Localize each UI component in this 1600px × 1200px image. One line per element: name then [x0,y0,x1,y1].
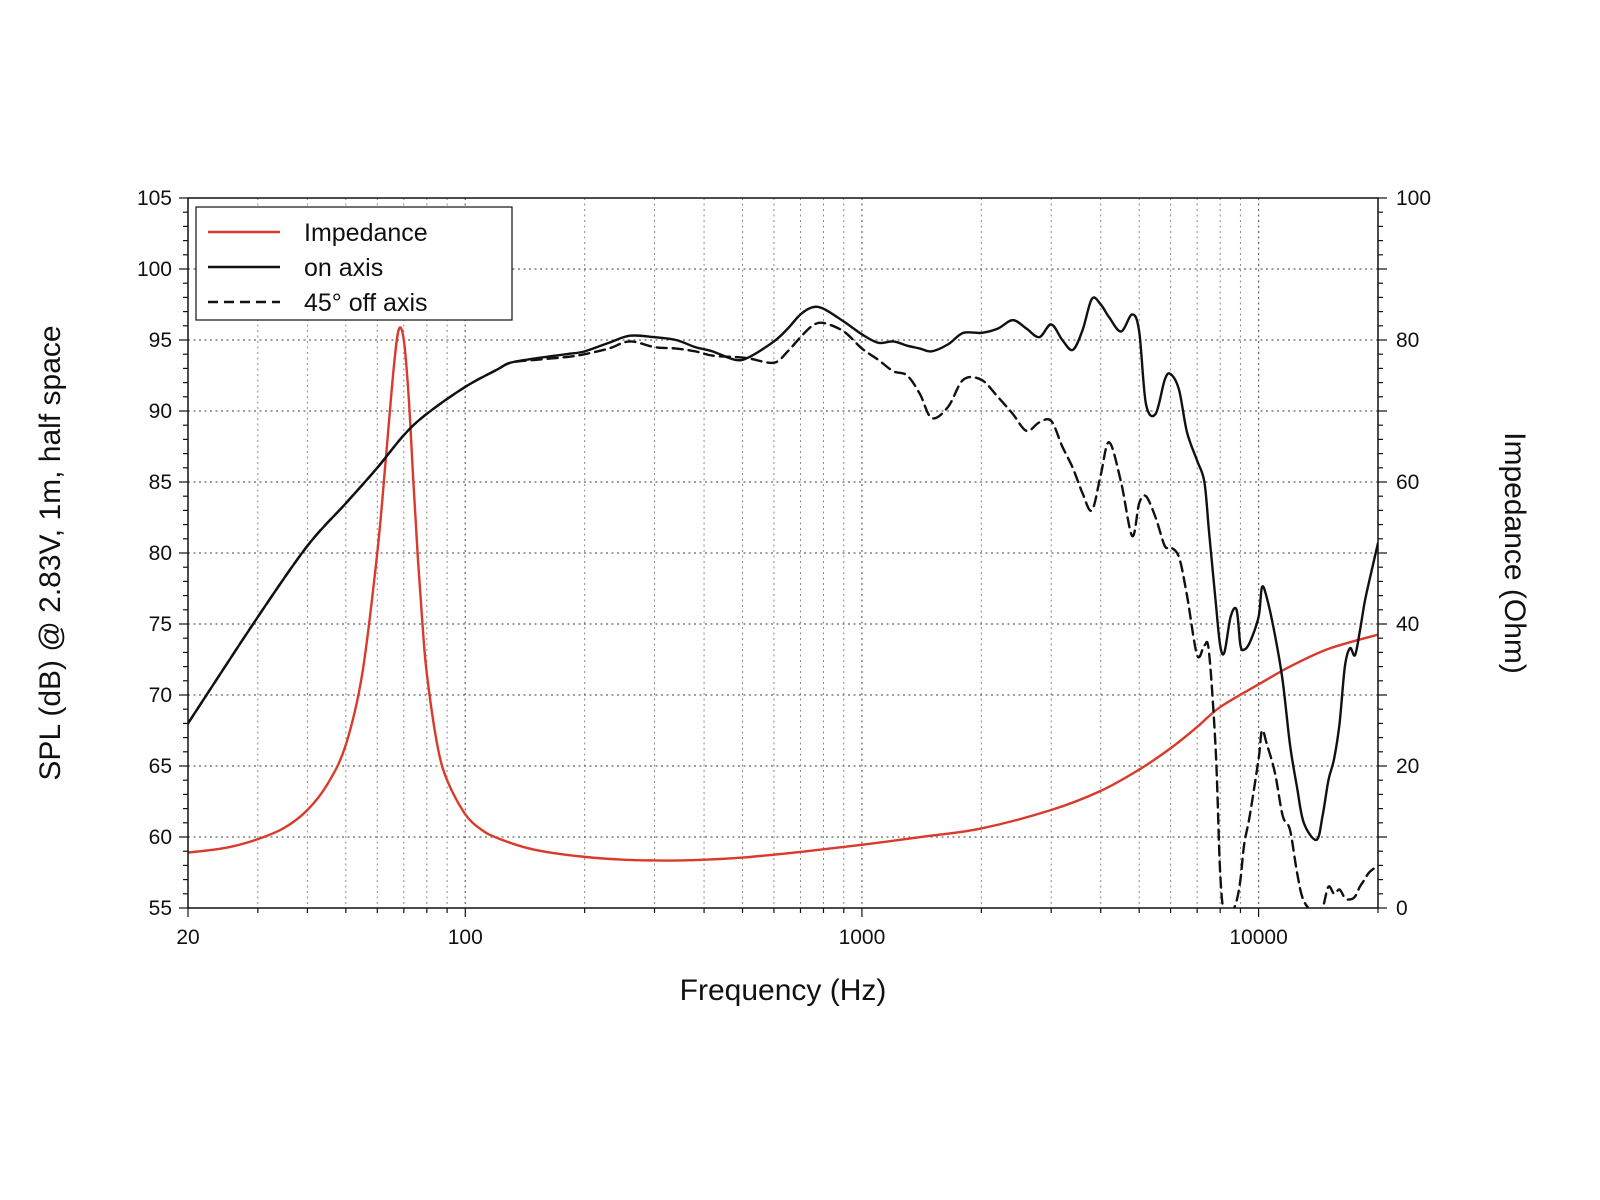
series-impedance [188,326,1378,862]
y2-axis-title: Impedance (Ohm) [1498,432,1531,674]
y2-tick-label: 60 [1396,471,1419,494]
left-axis: 55 60 65 70 75 80 85 90 95 100 105 [137,187,188,920]
y2-tick-label: 100 [1396,187,1431,210]
x-tick-label: 20 [176,926,199,949]
y-tick-label: 80 [149,542,172,565]
right-axis: 0 20 40 60 80 100 [1378,187,1431,920]
y-tick-label: 60 [149,826,172,849]
y2-tick-label: 20 [1396,755,1419,778]
y2-tick-label: 40 [1396,613,1419,636]
y-tick-label: 100 [137,258,172,281]
y-tick-label: 90 [149,400,172,423]
legend: Impedance on axis 45° off axis [195,206,513,321]
legend-label-off-axis: 45° off axis [304,289,428,317]
y-tick-label: 85 [149,471,172,494]
bottom-axis: 20 100 1000 10000 [176,908,1379,949]
legend-label-on-axis: on axis [304,254,383,282]
series-layer [188,296,1378,908]
x-axis-title: Frequency (Hz) [680,974,887,1007]
y-tick-label: 105 [137,187,172,210]
y-tick-label: 95 [149,329,172,352]
y-tick-label: 55 [149,897,172,920]
y2-tick-label: 0 [1396,897,1408,920]
y-tick-label: 70 [149,684,172,707]
x-tick-label: 1000 [839,926,886,949]
series-off-axis [188,321,1378,908]
y2-tick-label: 80 [1396,329,1419,352]
x-tick-label: 100 [448,926,483,949]
legend-label-impedance: Impedance [304,219,428,247]
y-tick-label: 75 [149,613,172,636]
grid [188,198,1378,908]
y-axis-title: SPL (dB) @ 2.83V, 1m, half space [34,325,67,780]
y-tick-label: 65 [149,755,172,778]
series-on-axis [188,296,1378,842]
x-tick-label: 10000 [1229,926,1287,949]
